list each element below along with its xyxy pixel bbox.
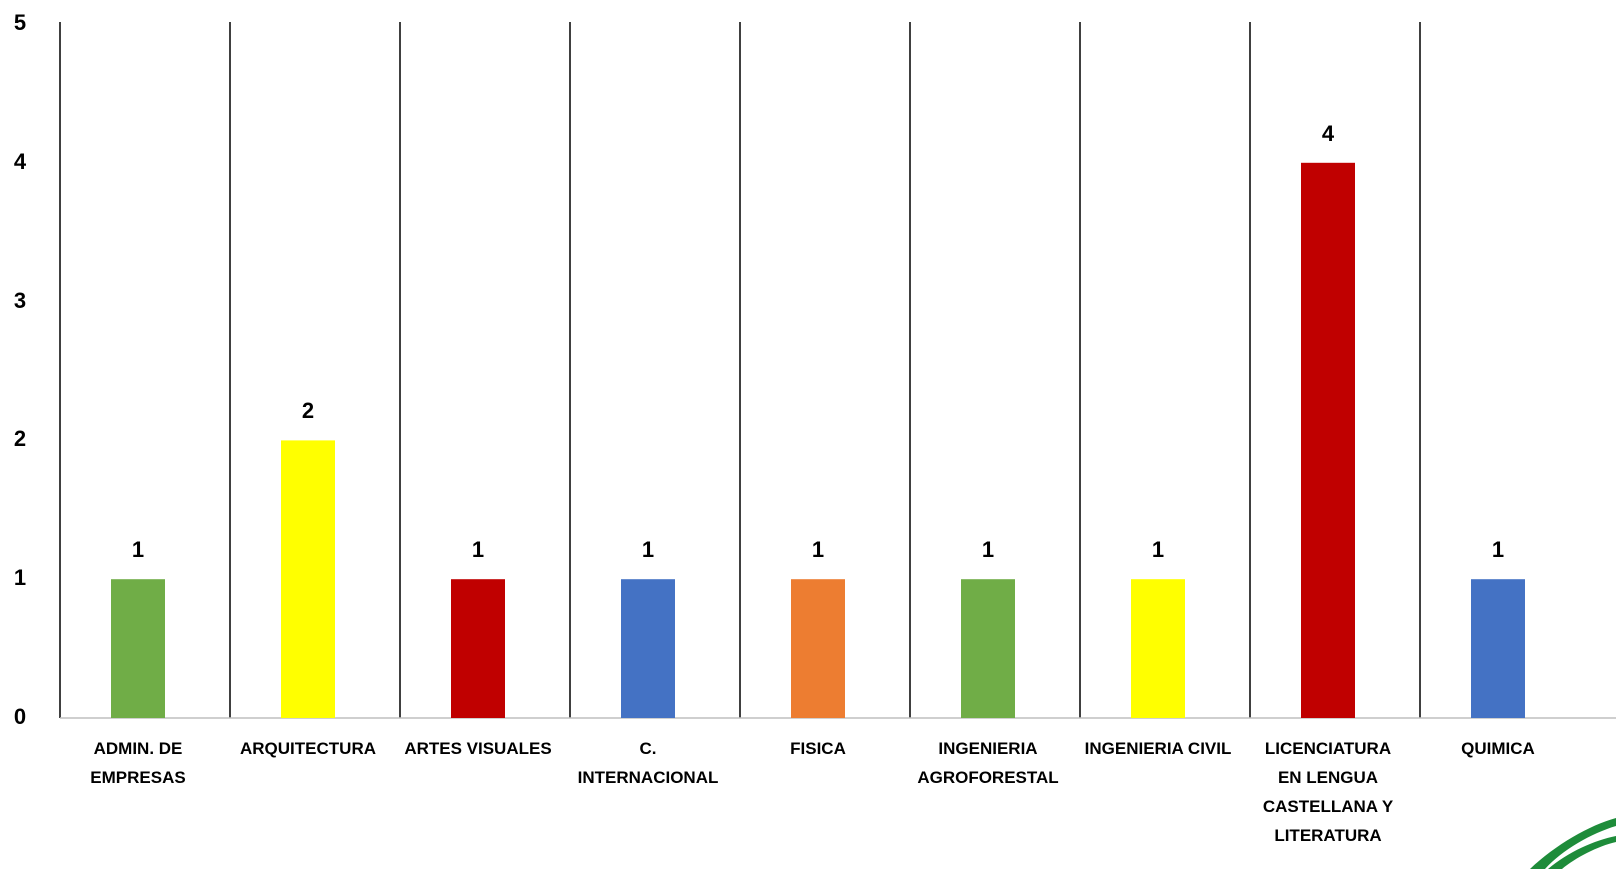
- bar: [961, 579, 1015, 718]
- y-tick-label: 2: [13, 426, 27, 452]
- bar: [281, 440, 335, 718]
- bar: [111, 579, 165, 718]
- bar: [1471, 579, 1525, 718]
- bar: [791, 579, 845, 718]
- data-label: 1: [471, 537, 485, 563]
- bar: [1301, 162, 1355, 719]
- x-tick-label: ARTES VISUALES: [404, 739, 552, 758]
- x-tick-label: INGENIERIA AGROFORESTAL: [917, 739, 1059, 787]
- data-label: 1: [1491, 537, 1505, 563]
- x-tick-label: C. INTERNACIONAL: [577, 739, 719, 787]
- data-label: 1: [131, 537, 145, 563]
- bar: [451, 579, 505, 718]
- y-tick-label: 3: [13, 287, 27, 313]
- x-tick-label: FISICA: [790, 739, 846, 758]
- y-tick-label: 0: [13, 704, 27, 729]
- y-tick-label: 4: [13, 148, 27, 174]
- y-tick-label: 1: [13, 565, 27, 591]
- data-label: 1: [641, 537, 655, 563]
- x-tick-label: QUIMICA: [1461, 739, 1535, 758]
- data-label: 2: [301, 398, 315, 424]
- data-label: 1: [1151, 537, 1165, 563]
- bar: [1131, 579, 1185, 718]
- y-tick-label: 5: [13, 10, 27, 35]
- x-tick-label: ARQUITECTURA: [240, 739, 376, 758]
- x-tick-label: ADMIN. DE EMPRESAS: [90, 739, 186, 787]
- data-label: 1: [981, 537, 995, 563]
- data-label: 1: [811, 537, 825, 563]
- x-tick-label: LICENCIATURA EN LENGUA CASTELLANA Y LITE…: [1262, 739, 1394, 845]
- data-label: 4: [1321, 120, 1335, 146]
- x-tick-label: INGENIERIA CIVIL: [1084, 739, 1232, 758]
- bar: [621, 579, 675, 718]
